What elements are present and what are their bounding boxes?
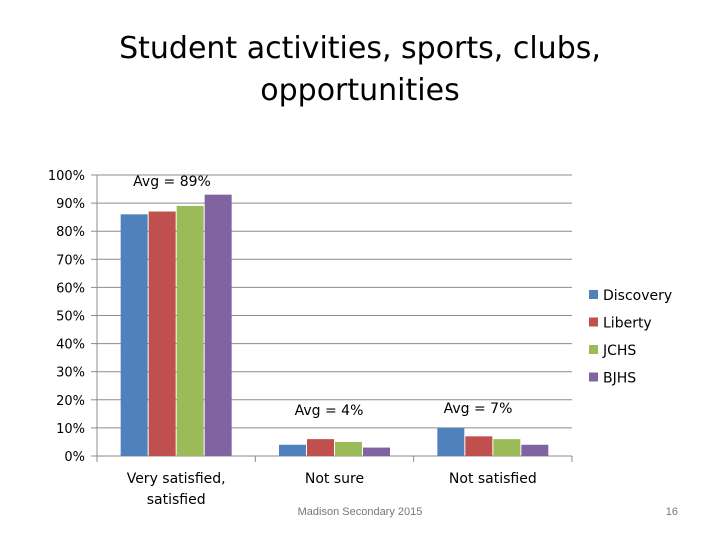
y-tick-label: 50%: [56, 310, 85, 325]
slide-title-line-1: Student activities, sports, clubs,: [119, 31, 601, 66]
y-tick-label: 100%: [48, 169, 85, 184]
footer-text: Madison Secondary 2015: [297, 506, 423, 518]
bar-jchs: [176, 205, 204, 456]
legend-swatch-discovery: [589, 290, 598, 299]
legend-swatch-liberty: [589, 317, 598, 327]
legend-label-jchs: JCHS: [602, 343, 636, 359]
bar-bjhs: [204, 194, 232, 457]
y-tick-label: 10%: [56, 422, 85, 437]
legend-swatch-jchs: [589, 345, 598, 354]
bar-discovery: [279, 444, 306, 456]
x-category-label: satisfied: [147, 492, 206, 508]
y-tick-label: 90%: [56, 197, 85, 212]
x-category-label: Not sure: [305, 471, 364, 487]
x-category-label: Very satisfied,: [127, 471, 226, 487]
page-number: 16: [665, 506, 678, 518]
y-tick-label: 0%: [64, 450, 85, 465]
y-tick-label: 30%: [56, 366, 85, 381]
bar-bjhs: [521, 444, 549, 456]
avg-annotation: Avg = 4%: [295, 403, 364, 419]
bar-jchs: [335, 441, 362, 456]
legend-label-discovery: Discovery: [603, 288, 672, 304]
legend-label-bjhs: BJHS: [603, 371, 636, 387]
slide-title: Student activities, sports, clubs, oppor…: [60, 28, 660, 112]
bar-bjhs: [363, 447, 390, 456]
legend-label-liberty: Liberty: [603, 316, 652, 332]
avg-annotation: Avg = 7%: [444, 401, 513, 417]
bar-liberty: [148, 211, 176, 456]
y-tick-label: 20%: [56, 394, 85, 409]
bar-discovery: [437, 427, 465, 456]
y-tick-label: 80%: [56, 225, 85, 240]
bar-liberty: [307, 439, 334, 456]
y-tick-label: 40%: [56, 338, 85, 353]
bar-discovery: [120, 214, 148, 456]
avg-annotation: Avg = 89%: [133, 174, 211, 190]
bar-liberty: [465, 436, 493, 456]
y-tick-label: 70%: [56, 253, 85, 268]
legend-swatch-bjhs: [589, 372, 598, 382]
x-category-label: Not satisfied: [449, 471, 537, 487]
slide-title-line-2: opportunities: [260, 73, 460, 108]
bar-jchs: [493, 439, 521, 456]
y-tick-label: 60%: [56, 281, 85, 296]
